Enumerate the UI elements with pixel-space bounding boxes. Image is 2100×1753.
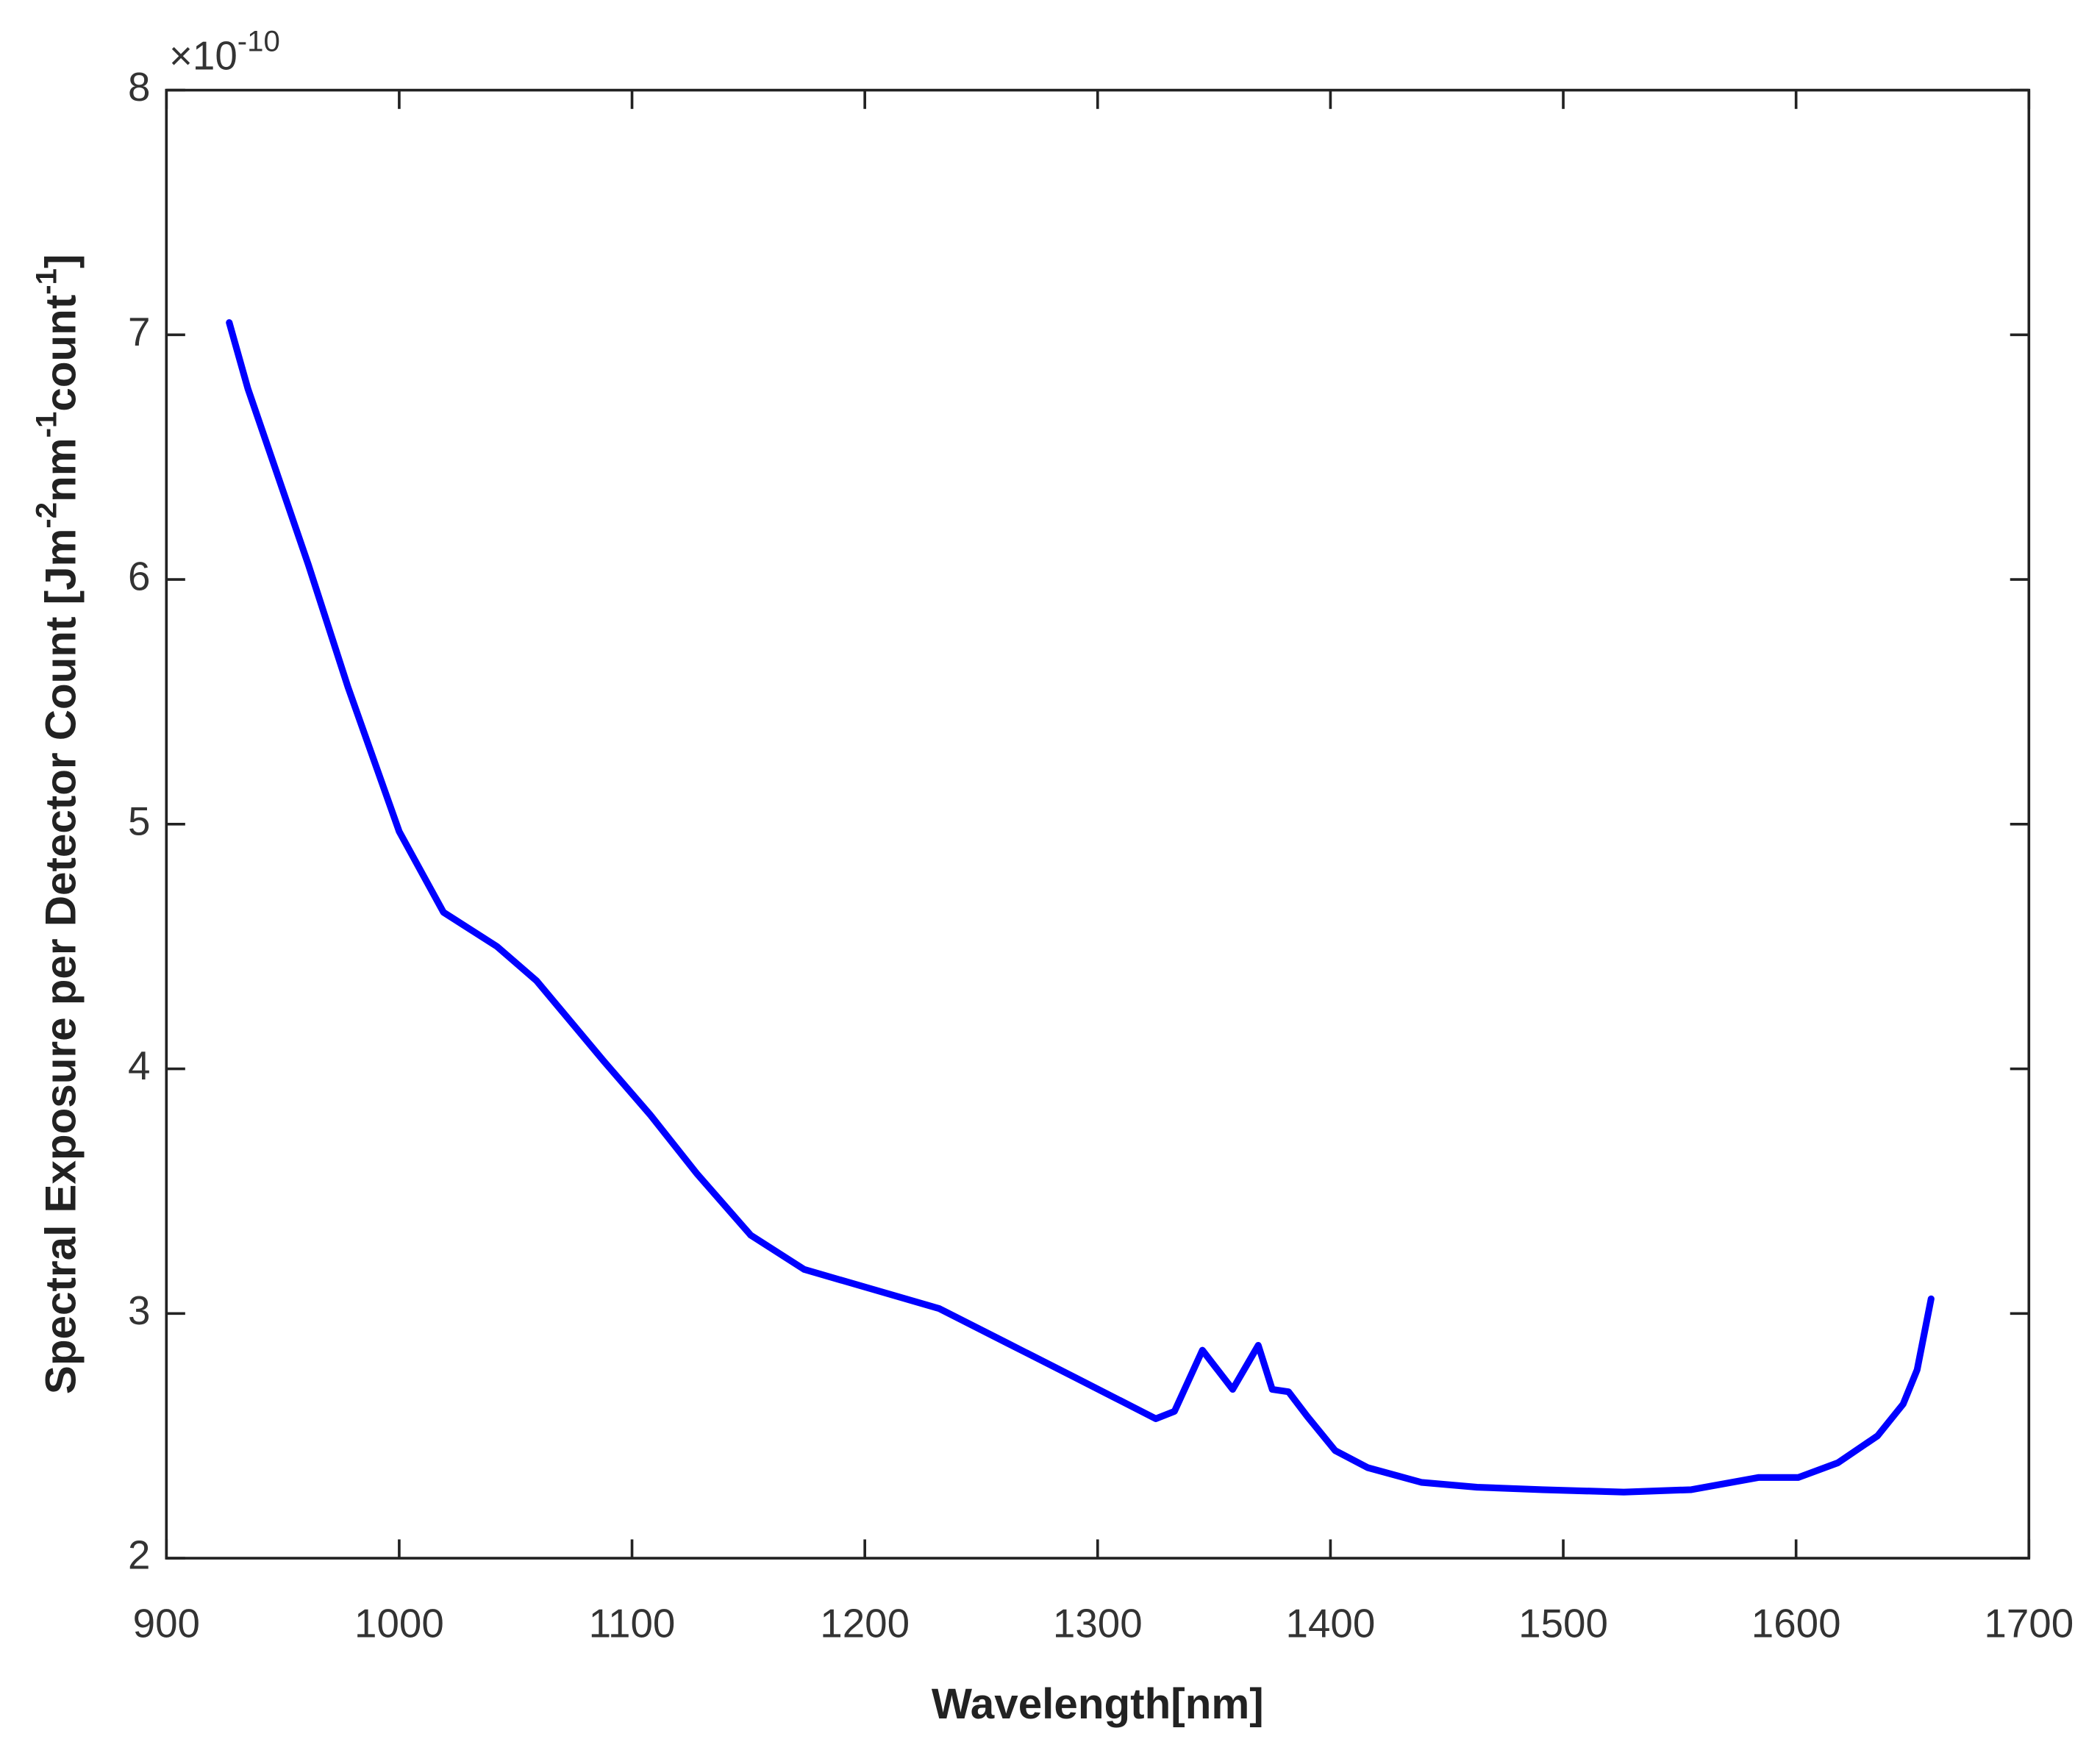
x-tick-label: 1700 xyxy=(1984,1601,2074,1646)
superscript: -1 xyxy=(29,268,63,295)
superscript: -2 xyxy=(29,502,63,529)
x-tick-label: 1000 xyxy=(354,1601,444,1646)
y-tick-label: 7 xyxy=(128,309,150,354)
label-part: ] xyxy=(38,254,85,268)
x-tick-label: 1200 xyxy=(820,1601,910,1646)
x-tick-label: 1400 xyxy=(1286,1601,1376,1646)
y-tick-label: 5 xyxy=(128,798,150,843)
data-line xyxy=(226,319,1935,1496)
label-part: count xyxy=(38,295,85,412)
y-exponent: ×10-10 xyxy=(169,24,280,79)
x-tick-label: 900 xyxy=(133,1601,200,1646)
superscript: -10 xyxy=(238,24,280,57)
y-tick-label: 6 xyxy=(128,554,150,599)
y-tick-label: 3 xyxy=(128,1288,150,1333)
label-part: nm xyxy=(38,438,85,502)
y-tick-label: 4 xyxy=(128,1043,150,1088)
label-part: Spectral Exposure per Detector Count [Jm xyxy=(38,529,85,1395)
x-tick-label: 1500 xyxy=(1518,1601,1608,1646)
label-part: ×10 xyxy=(169,33,238,79)
x-tick-label: 1300 xyxy=(1053,1601,1143,1646)
x-tick-label: 1100 xyxy=(589,1601,676,1646)
x-tick-label: 1600 xyxy=(1751,1601,1841,1646)
x-axis-label: Wavelength[nm] xyxy=(932,1680,1264,1728)
superscript: -1 xyxy=(29,412,63,438)
y-tick-label: 8 xyxy=(128,64,150,110)
y-tick-label: 2 xyxy=(128,1532,150,1578)
y-axis-label: Spectral Exposure per Detector Count [Jm… xyxy=(29,254,85,1394)
